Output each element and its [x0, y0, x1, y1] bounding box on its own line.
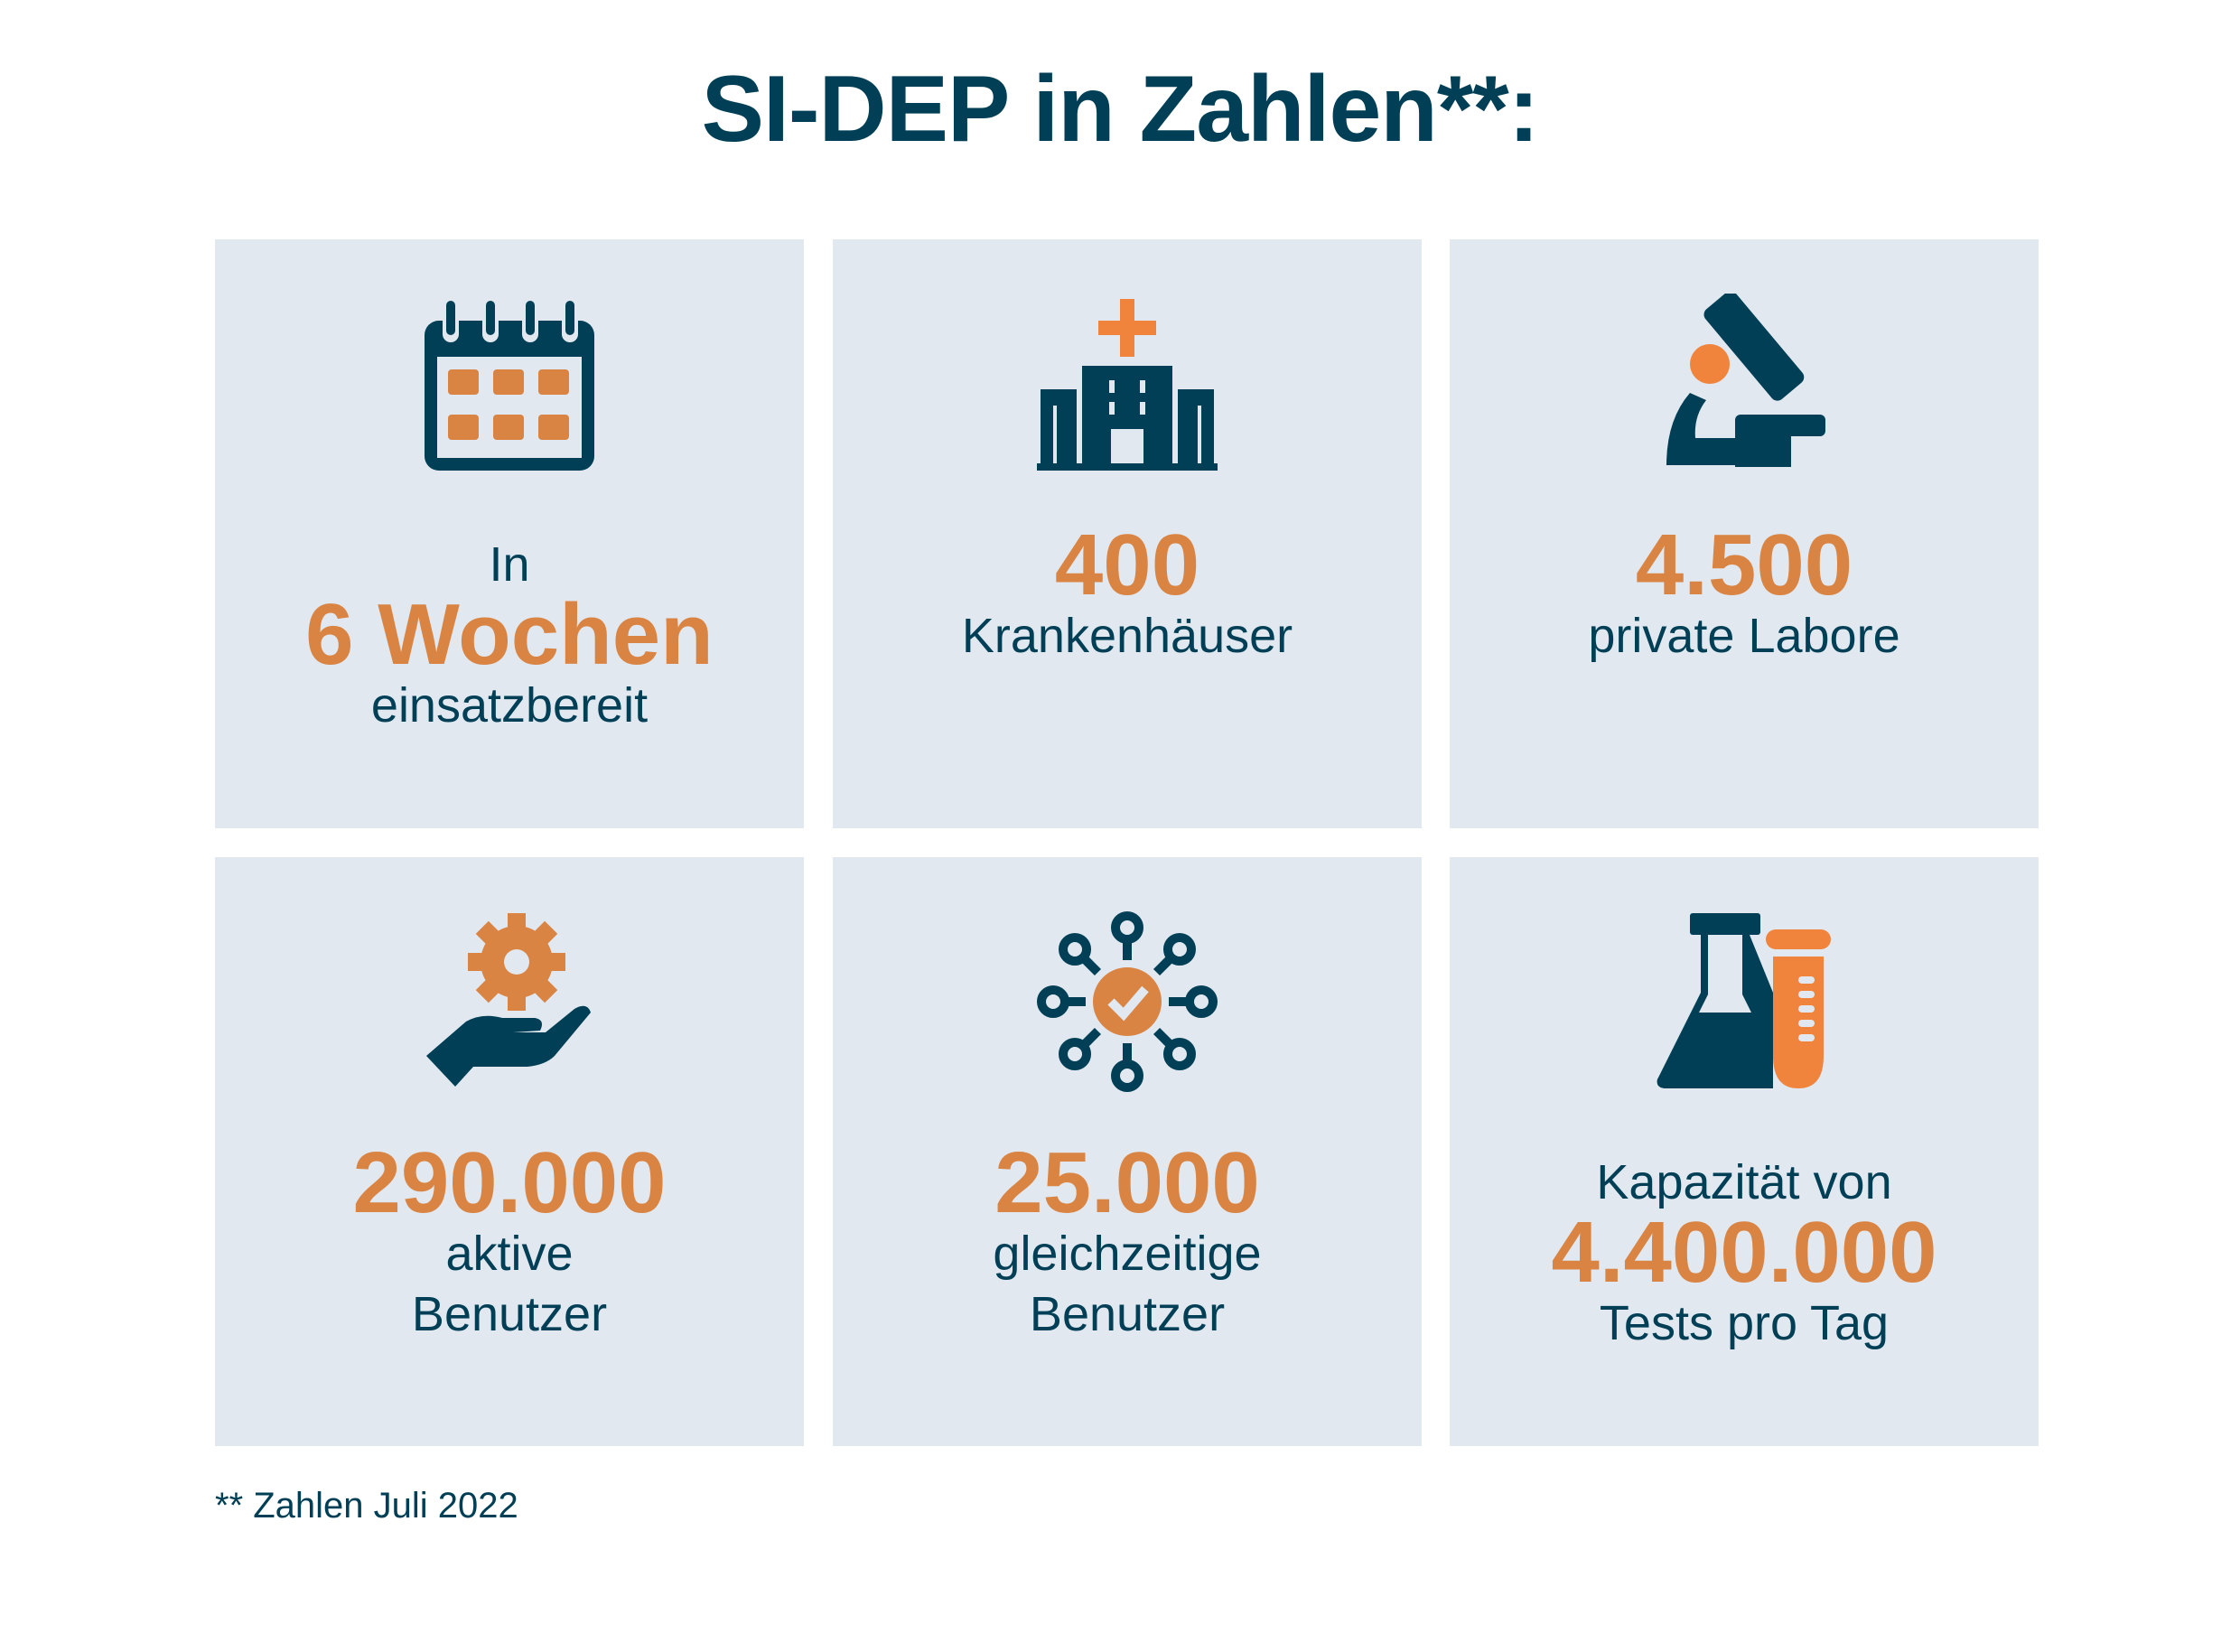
- hospital-icon: [1037, 299, 1218, 471]
- stat-value: 25.000: [994, 1134, 1260, 1231]
- stat-value: 290.000: [352, 1134, 667, 1231]
- stat-prefix: Kapazität von: [1596, 1155, 1892, 1209]
- network-check-icon: [1037, 911, 1218, 1092]
- stat-label: aktive: [445, 1227, 574, 1281]
- stat-label-2: Benutzer: [411, 1287, 608, 1341]
- stat-card-labs: 4.500 private Labore: [1450, 239, 2039, 828]
- stat-label: Tests pro Tag: [1599, 1296, 1890, 1350]
- stat-card-active-users: 290.000 aktive Benutzer: [215, 857, 804, 1446]
- stat-value: 400: [1054, 517, 1200, 613]
- stat-label: gleichzeitige: [993, 1227, 1262, 1281]
- stat-value: 6 Wochen: [305, 586, 714, 683]
- footnote: ** Zahlen Juli 2022: [215, 1486, 518, 1526]
- stat-label-2: Benutzer: [1029, 1287, 1226, 1341]
- stat-value: 4.500: [1635, 517, 1853, 613]
- lab-flask-icon: [1657, 913, 1831, 1088]
- gear-hand-icon: [426, 913, 591, 1087]
- stat-label: einsatzbereit: [370, 678, 649, 733]
- stat-card-weeks: In 6 Wochen einsatzbereit: [215, 239, 804, 828]
- stat-prefix: In: [489, 537, 530, 592]
- stat-value: 4.400.000: [1551, 1204, 1937, 1301]
- stat-card-hospitals: 400 Krankenhäuser: [833, 239, 1422, 828]
- page-title: SI-DEP in Zahlen**:: [701, 57, 1540, 162]
- stat-label: private Labore: [1588, 609, 1900, 663]
- calendar-icon: [425, 301, 594, 471]
- stat-label: Krankenhäuser: [961, 609, 1293, 663]
- stat-card-capacity: Kapazität von 4.400.000 Tests pro Tag: [1450, 857, 2039, 1446]
- microscope-icon: [1666, 294, 1825, 467]
- stat-card-concurrent-users: 25.000 gleichzeitige Benutzer: [833, 857, 1422, 1446]
